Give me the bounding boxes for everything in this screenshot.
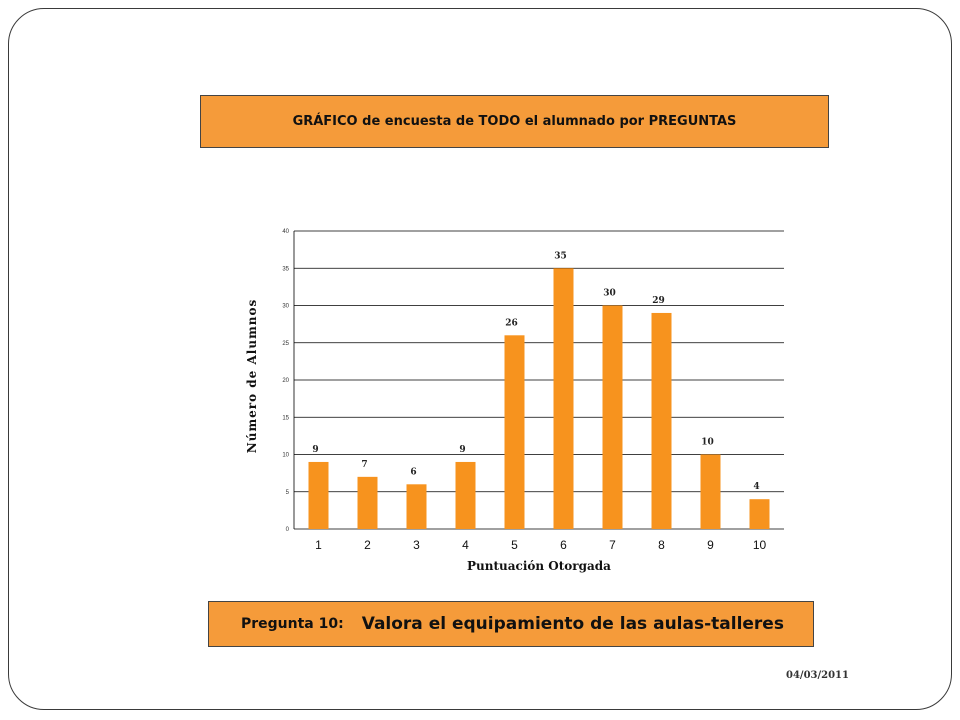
question-box: Pregunta 10: Valora el equipamiento de l…	[208, 601, 814, 647]
question-label: Pregunta 10:	[241, 616, 344, 632]
date-label: 04/03/2011	[786, 670, 849, 681]
y-tick-label: 5	[286, 490, 290, 496]
data-labels: 9 7 6 9 26 35 30 29 10 4	[312, 251, 759, 492]
bar-1	[308, 461, 329, 529]
x-tick-label: 6	[560, 538, 567, 552]
x-tick-labels: 1 2 3 4 5 6 7 8 9 10	[315, 538, 766, 552]
bar-4	[455, 461, 476, 529]
x-tick-label: 4	[462, 538, 469, 552]
x-axis-label: Puntuación Otorgada	[467, 559, 611, 573]
data-label: 7	[361, 460, 367, 470]
bars	[308, 268, 770, 529]
chart-title: GRÁFICO de encuesta de TODO el alumnado …	[292, 114, 737, 129]
data-label: 26	[505, 318, 518, 328]
bar-9	[700, 454, 721, 529]
y-axis-label: Número de Alumnos	[245, 299, 259, 454]
y-tick-label: 35	[282, 266, 289, 272]
x-tick-label: 8	[658, 538, 665, 552]
data-label: 9	[312, 445, 318, 455]
question-text: Valora el equipamiento de las aulas-tall…	[361, 614, 784, 634]
x-tick-label: 10	[753, 538, 767, 552]
bar-3	[406, 484, 427, 529]
y-tick-labels: 0 5 10 15 20 25 30 35 40	[282, 229, 289, 533]
bar-10	[749, 499, 770, 529]
y-tick-label: 0	[286, 527, 290, 533]
data-label: 29	[652, 296, 665, 306]
x-tick-label: 9	[707, 538, 714, 552]
data-label: 30	[603, 289, 616, 299]
data-label: 35	[554, 251, 567, 261]
y-tick-label: 20	[282, 378, 289, 384]
bar-7	[602, 305, 623, 529]
bar-6	[553, 268, 574, 529]
y-tick-label: 30	[282, 304, 289, 310]
data-label: 4	[753, 482, 759, 492]
y-tick-label: 10	[282, 453, 289, 459]
y-tick-label: 25	[282, 341, 289, 347]
bar-2	[357, 476, 378, 529]
x-tick-label: 5	[511, 538, 518, 552]
x-tick-label: 2	[364, 538, 371, 552]
y-tick-label: 40	[282, 229, 289, 235]
bar-5	[504, 335, 525, 529]
data-label: 9	[459, 445, 465, 455]
data-label: 6	[410, 467, 416, 477]
chart-title-box: GRÁFICO de encuesta de TODO el alumnado …	[200, 95, 829, 148]
x-tick-label: 3	[413, 538, 420, 552]
slide-frame	[8, 8, 952, 710]
x-tick-label: 1	[315, 538, 322, 552]
data-label: 10	[701, 438, 714, 448]
y-tick-label: 15	[282, 415, 289, 421]
bar-8	[651, 312, 672, 529]
x-tick-label: 7	[609, 538, 616, 552]
